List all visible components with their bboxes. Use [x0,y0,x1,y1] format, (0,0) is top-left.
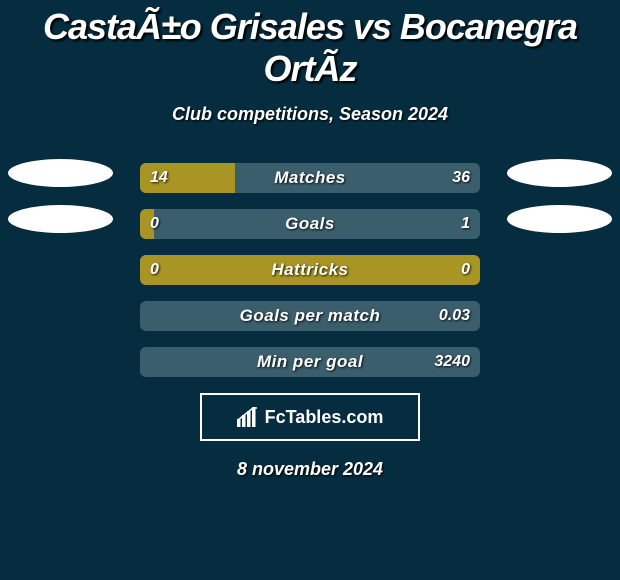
footer-date: 8 november 2024 [0,459,620,480]
value-left: 0 [150,255,159,285]
bar-track: Hattricks0 0 [140,255,480,285]
bar-track: Min per goal3240 [140,347,480,377]
stat-row: Min per goal3240 [0,347,620,377]
bar-track: Goals per match0.03 [140,301,480,331]
value-right: 36 [452,163,470,193]
bar-label: Hattricks [140,255,480,285]
stat-row: Matches14 36 [0,163,620,193]
right-ellipse [507,159,612,187]
bar-track: Matches14 36 [140,163,480,193]
left-ellipse [8,205,113,233]
value-right: 3240 [434,347,470,377]
bar-label: Goals per match [140,301,480,331]
bar-label: Matches [140,163,480,193]
value-right: 0.03 [439,301,470,331]
stat-row: Goals0 1 [0,209,620,239]
stat-row: Hattricks0 0 [0,255,620,285]
value-left: 14 [150,163,168,193]
bar-label: Min per goal [140,347,480,377]
bar-chart-icon [237,407,259,427]
right-ellipse [507,205,612,233]
stat-row: Goals per match0.03 [0,301,620,331]
branding-text: FcTables.com [265,407,384,428]
page-subtitle: Club competitions, Season 2024 [0,104,620,125]
page-title: CastaÃ±o Grisales vs Bocanegra OrtÃ­z [0,6,620,90]
bar-track: Goals0 1 [140,209,480,239]
value-right: 0 [461,255,470,285]
left-ellipse [8,159,113,187]
stats-rows: Matches1436Goals01Hattricks00Goals per m… [0,163,620,377]
value-left: 0 [150,209,159,239]
bar-label: Goals [140,209,480,239]
branding-box: FcTables.com [200,393,420,441]
value-right: 1 [461,209,470,239]
